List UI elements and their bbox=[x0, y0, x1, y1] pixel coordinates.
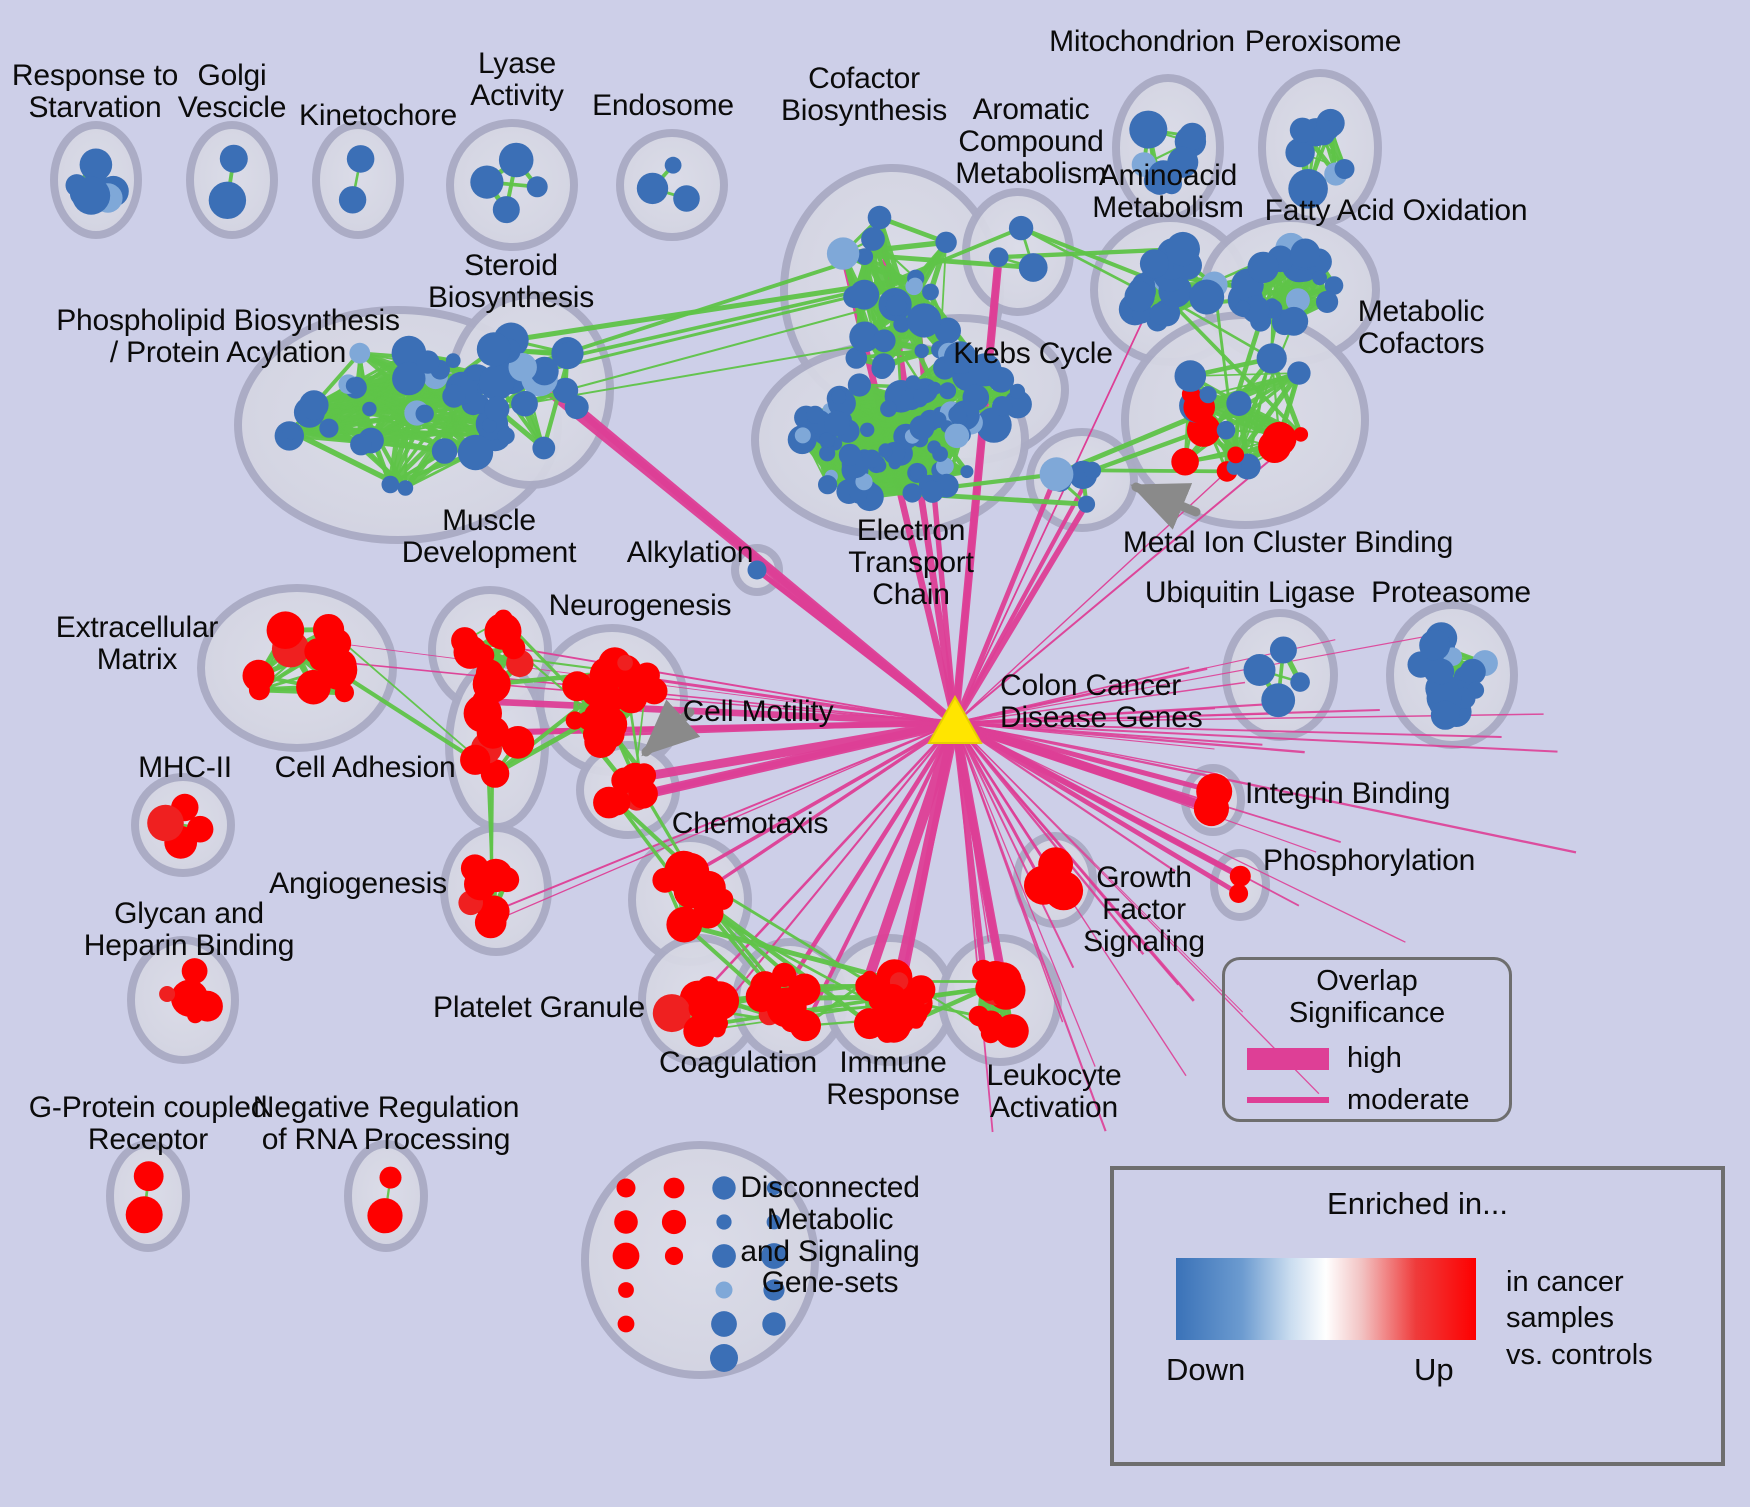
legend-color-gradient-bar bbox=[1176, 1258, 1476, 1340]
legend-swatch-high bbox=[1247, 1048, 1329, 1070]
legend-overlap-title: Overlap Significance bbox=[1288, 965, 1446, 1029]
legend-overlap-significance: Overlap Significance high moderate bbox=[1222, 957, 1512, 1122]
legend-label-moderate: moderate bbox=[1347, 1084, 1470, 1116]
legend-swatch-moderate bbox=[1247, 1097, 1329, 1103]
legend-label-up: Up bbox=[1414, 1352, 1454, 1387]
legend-label-high: high bbox=[1347, 1042, 1402, 1074]
legend-enriched-in: Enriched in... Down Up in cancer samples… bbox=[1110, 1166, 1725, 1466]
legend-label-side-note: in cancer samples vs. controls bbox=[1506, 1266, 1653, 1371]
legend-enriched-title: Enriched in... bbox=[1327, 1186, 1508, 1221]
legend-label-down: Down bbox=[1166, 1352, 1246, 1387]
